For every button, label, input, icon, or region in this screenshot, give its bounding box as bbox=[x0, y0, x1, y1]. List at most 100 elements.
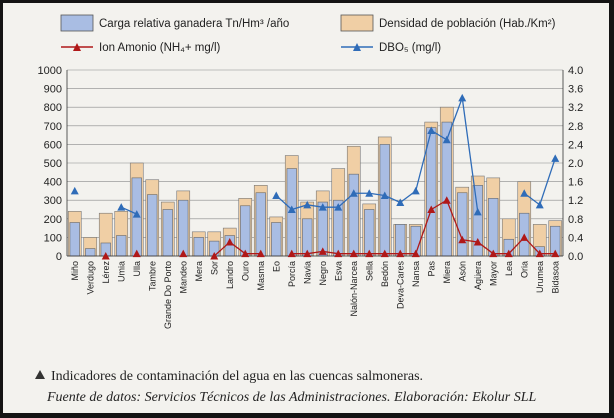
y-tick-left: 800 bbox=[44, 102, 62, 114]
point-amonio bbox=[334, 249, 343, 258]
bar-carga bbox=[69, 222, 80, 257]
caption-triangle-icon bbox=[35, 370, 45, 379]
point-dbo bbox=[318, 203, 327, 211]
point-dbo bbox=[70, 186, 79, 195]
x-tick-label: Nansa bbox=[411, 261, 421, 287]
point-amonio bbox=[551, 249, 560, 258]
x-tick-label: Pas bbox=[426, 261, 436, 277]
point-amonio bbox=[489, 249, 498, 258]
point-amonio bbox=[380, 249, 389, 258]
point-amonio bbox=[210, 252, 219, 260]
point-dbo bbox=[458, 93, 467, 102]
x-tick-label: Lérez bbox=[101, 261, 111, 284]
point-amonio bbox=[225, 238, 234, 246]
bar-carga bbox=[271, 222, 282, 257]
y-tick-left: 1000 bbox=[38, 65, 62, 77]
point-amonio bbox=[396, 249, 405, 258]
point-amonio bbox=[473, 238, 482, 246]
legend-label-carga: Carga relativa ganadera Tn/Hm³ /año bbox=[99, 18, 289, 30]
x-tick-label: Nalón-Narcea bbox=[349, 261, 359, 317]
legend-label-amonio: Ion Amonio (NH₄+ mg/l) bbox=[99, 42, 221, 54]
x-tick-label: Lea bbox=[504, 261, 514, 276]
point-dbo bbox=[132, 210, 141, 218]
y-tick-left: 700 bbox=[44, 121, 62, 133]
x-tick-label: Umia bbox=[116, 261, 126, 282]
point-amonio bbox=[256, 249, 265, 258]
point-amonio bbox=[458, 235, 467, 244]
x-tick-label: Miera bbox=[442, 261, 452, 284]
y-tick-left: 0 bbox=[56, 251, 62, 263]
point-amonio bbox=[318, 247, 327, 255]
point-amonio bbox=[132, 249, 141, 258]
x-tick-label: Mayor bbox=[488, 261, 498, 286]
point-dbo bbox=[427, 126, 436, 134]
y-tick-right: 1.2 bbox=[568, 195, 583, 207]
legend-swatch-carga bbox=[60, 14, 94, 32]
bar-carga bbox=[364, 209, 375, 257]
x-tick-label: Miño bbox=[70, 261, 80, 281]
x-tick-label: Porcía bbox=[287, 261, 297, 287]
bar-carga bbox=[193, 237, 204, 257]
bar-carga bbox=[426, 127, 437, 257]
point-amonio bbox=[442, 196, 451, 204]
x-tick-label: Masma bbox=[256, 261, 266, 291]
bar-carga bbox=[147, 194, 158, 257]
bar-carga bbox=[255, 192, 266, 257]
point-amonio bbox=[241, 249, 250, 258]
x-tick-label: Negro bbox=[318, 261, 328, 286]
point-dbo bbox=[303, 200, 312, 209]
y-tick-left: 400 bbox=[44, 177, 62, 189]
bar-carga bbox=[85, 248, 96, 257]
point-amonio bbox=[101, 252, 110, 260]
x-tick-label: Navia bbox=[302, 261, 312, 284]
point-dbo bbox=[535, 200, 544, 209]
line-amonio bbox=[213, 241, 261, 257]
bar-carga bbox=[457, 192, 468, 257]
y-tick-left: 500 bbox=[44, 158, 62, 170]
point-dbo bbox=[520, 189, 529, 197]
point-amonio bbox=[535, 249, 544, 258]
chart-legend: Carga relativa ganadera Tn/Hm³ /año Dens… bbox=[60, 14, 556, 54]
x-tick-label: Bidasoa bbox=[550, 261, 560, 294]
point-dbo bbox=[411, 186, 420, 195]
x-tick-label: Urumea bbox=[535, 261, 545, 293]
x-tick-label: Mandeo bbox=[178, 261, 188, 294]
point-amonio bbox=[411, 249, 420, 258]
point-dbo bbox=[551, 154, 560, 162]
x-tick-label: Verdugo bbox=[85, 261, 95, 295]
point-dbo bbox=[334, 203, 343, 211]
y-tick-left: 100 bbox=[44, 232, 62, 244]
x-tick-label: Grande Do Porto bbox=[163, 261, 173, 329]
legend-marker-dbo bbox=[353, 43, 361, 51]
y-tick-left: 200 bbox=[44, 214, 62, 226]
y-tick-right: 0.8 bbox=[568, 214, 583, 226]
point-amonio bbox=[427, 205, 436, 213]
x-tick-label: Mera bbox=[194, 261, 204, 282]
caption: Indicadores de contaminación del agua en… bbox=[35, 369, 423, 385]
x-tick-label: Asón bbox=[457, 261, 467, 282]
point-amonio bbox=[365, 249, 374, 258]
legend-label-densidad: Densidad de población (Hab./Km²) bbox=[379, 18, 556, 30]
chart: Carga relativa ganadera Tn/Hm³ /año Dens… bbox=[38, 14, 583, 329]
point-dbo bbox=[287, 205, 296, 213]
point-amonio bbox=[504, 249, 513, 258]
bar-carga bbox=[488, 198, 499, 257]
caption-text: Indicadores de contaminación del agua en… bbox=[51, 369, 424, 384]
bar-carga bbox=[178, 199, 189, 257]
y-tick-right: 3.2 bbox=[568, 102, 583, 114]
x-tick-label: Tambre bbox=[147, 261, 157, 291]
legend-label-dbo: DBO₅ (mg/l) bbox=[379, 42, 441, 54]
y-tick-right: 2.8 bbox=[568, 121, 583, 133]
x-tick-label: Ouro bbox=[240, 261, 250, 281]
point-dbo bbox=[380, 191, 389, 200]
bar-carga bbox=[116, 235, 127, 257]
point-amonio bbox=[349, 249, 358, 258]
y-tick-right: 0.0 bbox=[568, 251, 583, 263]
y-tick-right: 2.4 bbox=[568, 139, 583, 151]
x-tick-label: Eo bbox=[271, 261, 281, 272]
point-amonio bbox=[303, 249, 312, 258]
x-tick-label: Sella bbox=[364, 261, 374, 281]
point-dbo bbox=[349, 189, 358, 197]
bar-carga bbox=[162, 209, 173, 257]
line-dbo bbox=[275, 97, 479, 212]
